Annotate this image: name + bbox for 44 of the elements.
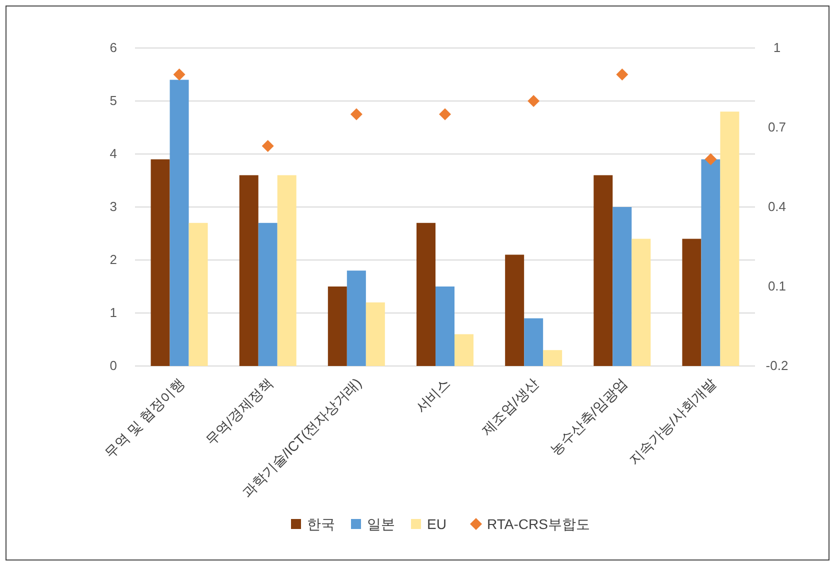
legend-label: 일본	[367, 516, 395, 532]
y-tick-label: 3	[110, 199, 117, 214]
point	[616, 68, 628, 80]
bar	[612, 207, 632, 366]
point	[173, 68, 186, 80]
bar	[454, 334, 474, 366]
point	[528, 95, 540, 107]
bar	[258, 222, 278, 366]
y2-tick-label: 1	[773, 40, 781, 55]
bar	[632, 238, 651, 366]
legend-label: EU	[427, 516, 446, 532]
y-tick-label: 6	[110, 40, 117, 55]
bar	[170, 80, 189, 366]
y-tick-label: 2	[110, 252, 117, 267]
bar	[239, 175, 258, 366]
y-tick-label: 0	[110, 358, 117, 373]
bar	[594, 175, 613, 366]
y-tick-label: 1	[110, 305, 117, 320]
point	[262, 140, 274, 152]
legend-label: 한국	[307, 516, 335, 532]
bar	[416, 222, 436, 366]
bar	[277, 175, 296, 366]
point	[704, 153, 717, 166]
bar	[188, 222, 208, 366]
point	[350, 108, 362, 120]
point	[439, 108, 451, 120]
bar	[682, 238, 702, 366]
bar	[346, 270, 366, 366]
legend-label: RTA-CRS부합도	[487, 516, 590, 532]
y2-tick-label: 0.4	[768, 199, 786, 214]
bar	[524, 318, 544, 366]
y-tick-label: 4	[110, 146, 117, 161]
bar	[328, 286, 347, 366]
bar	[543, 350, 562, 366]
y2-tick-label: -0.2	[766, 358, 788, 373]
bar	[505, 254, 524, 366]
y-tick-label: 5	[110, 93, 117, 108]
bar	[150, 159, 170, 366]
y2-tick-label: 0.7	[768, 120, 786, 134]
y2-tick-label: 0.1	[768, 278, 786, 294]
bar	[366, 302, 385, 366]
bar	[436, 286, 454, 366]
bar	[720, 112, 740, 366]
bar	[701, 159, 720, 366]
